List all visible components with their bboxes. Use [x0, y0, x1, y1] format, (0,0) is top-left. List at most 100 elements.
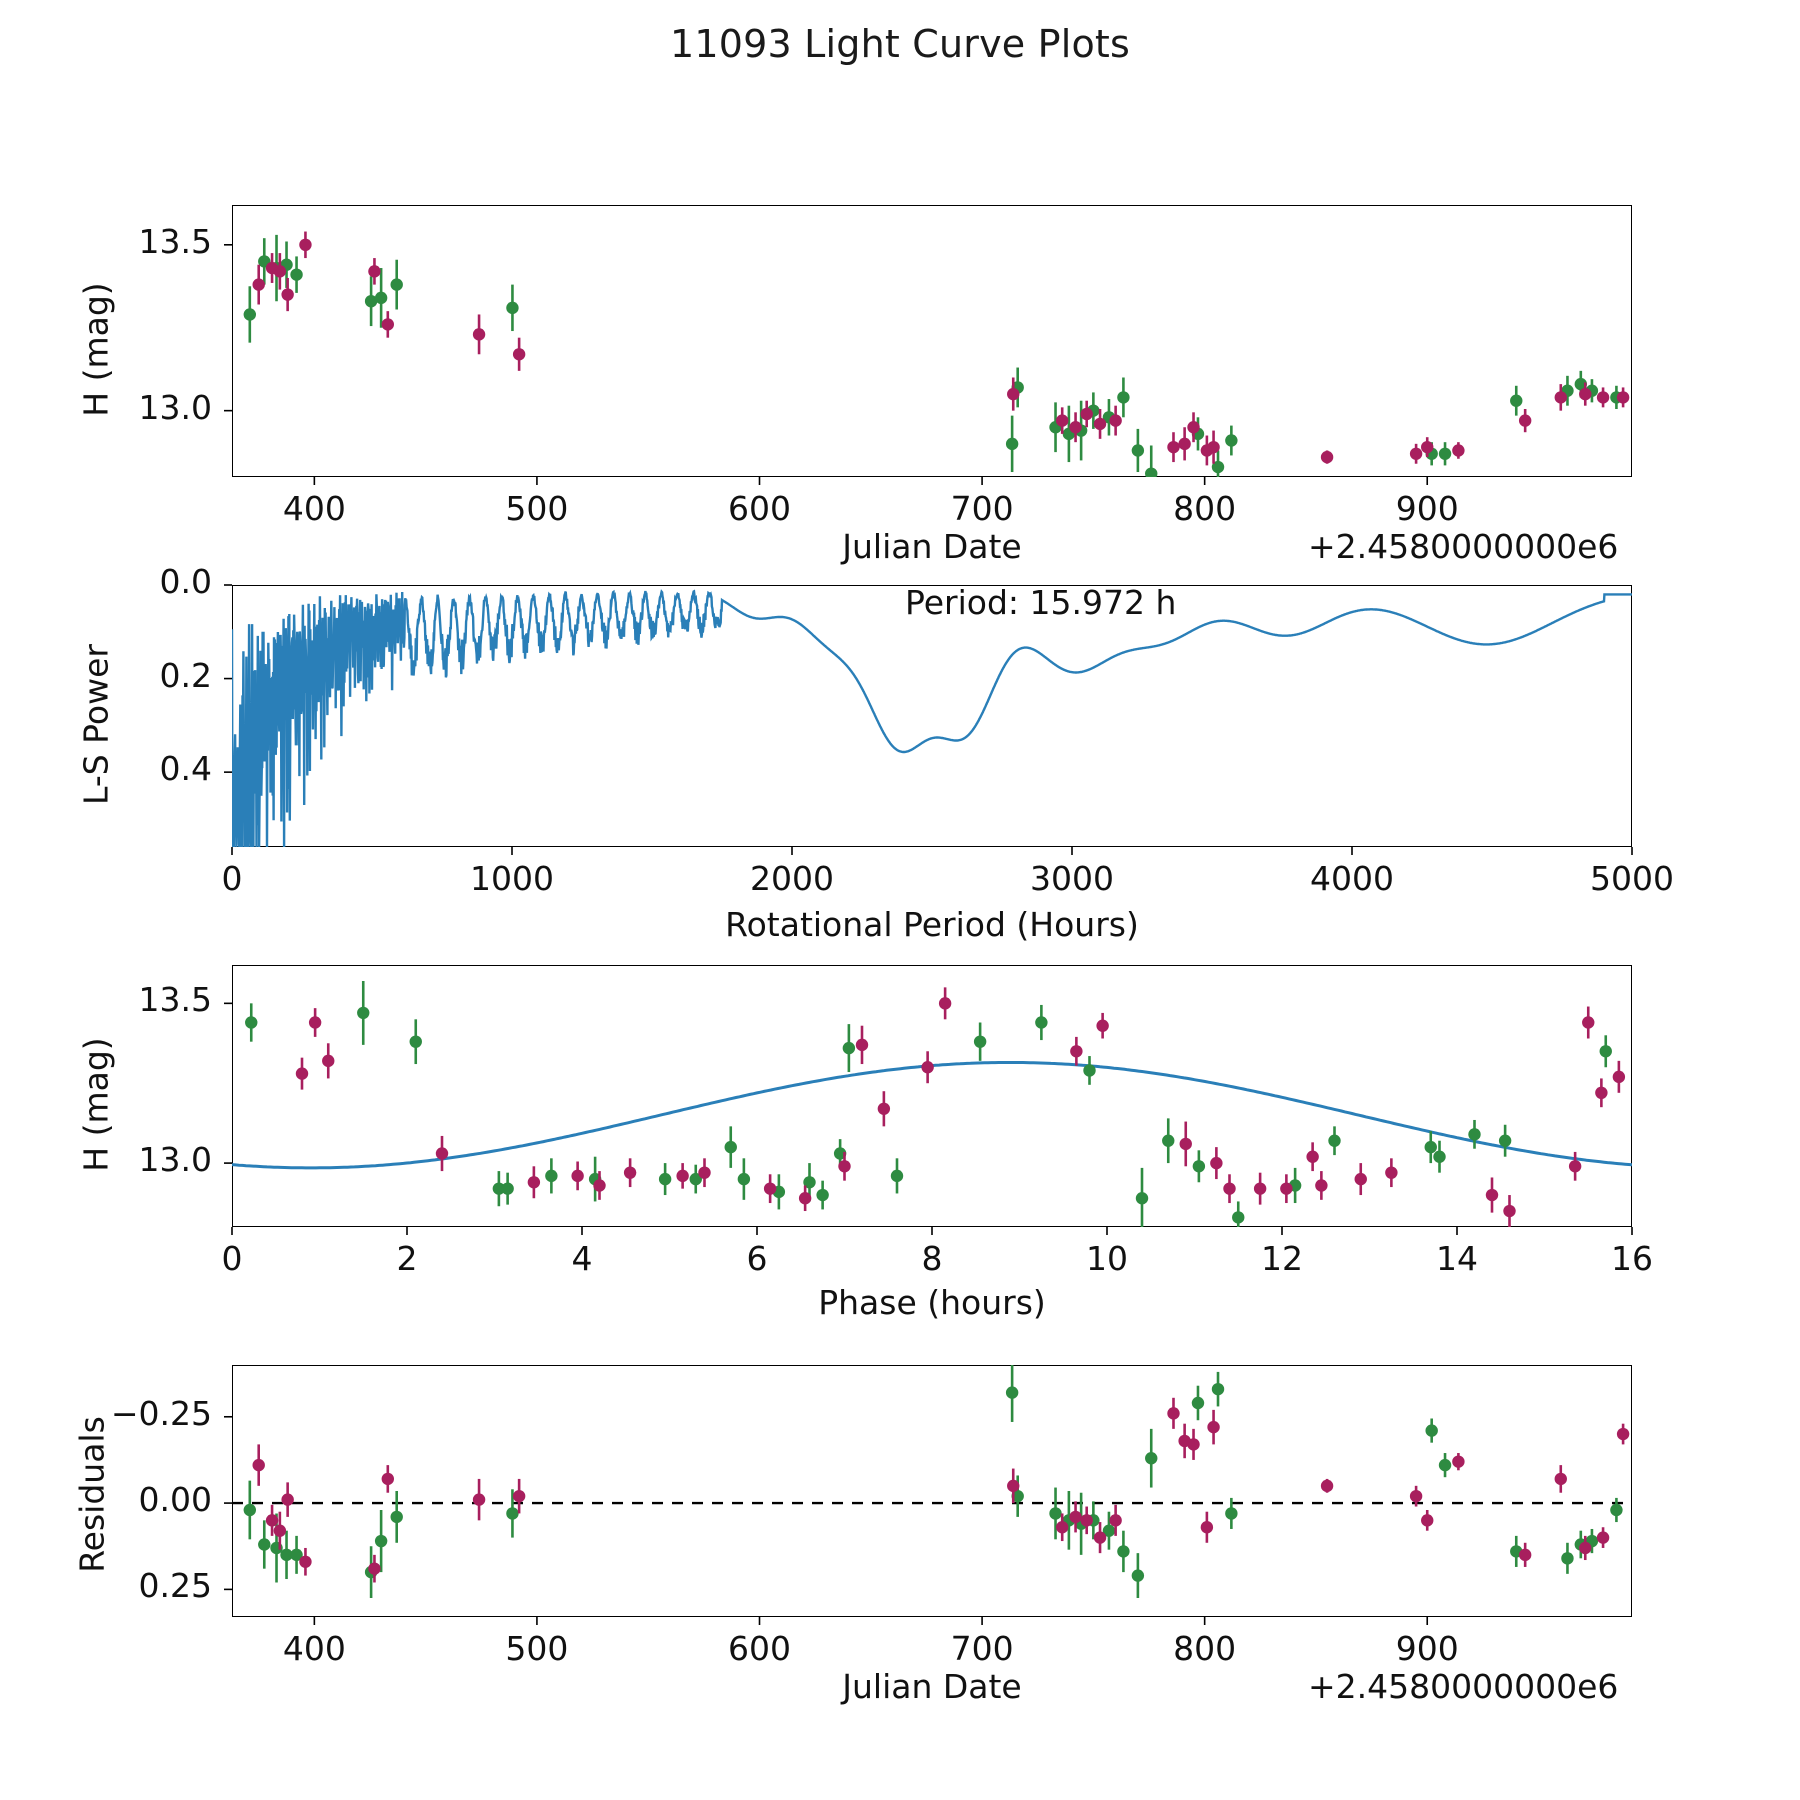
data-point: [1187, 1438, 1200, 1451]
data-point: [1069, 1510, 1082, 1524]
data-point: [803, 1176, 816, 1189]
x-tick-label: 1000: [470, 859, 554, 898]
data-point: [273, 265, 287, 278]
data-point: [381, 1472, 395, 1486]
y-tick-label: 0.2: [159, 655, 212, 695]
data-point: [1207, 1420, 1220, 1434]
data-point: [1083, 1064, 1096, 1077]
data-point: [1306, 1150, 1319, 1163]
x-tick-label: 2000: [750, 859, 834, 898]
data-point: [299, 238, 312, 252]
plot-area-phase-folded: [232, 965, 1632, 1227]
data-point: [1179, 1137, 1192, 1151]
light-curve-canvas: [224, 231, 1630, 485]
data-point: [1109, 414, 1122, 427]
data-point: [512, 1489, 526, 1503]
data-point: [1561, 1552, 1574, 1565]
data-point: [492, 1182, 506, 1195]
data-point: [1425, 1424, 1438, 1437]
x-tick-label: 900: [1395, 489, 1459, 528]
data-point: [1574, 377, 1588, 391]
axis-label-y-periodogram: L-S Power: [76, 644, 116, 805]
data-point: [1093, 1531, 1107, 1544]
data-point: [1167, 440, 1180, 454]
data-point: [763, 1182, 777, 1195]
x-tick-label: 700: [950, 1629, 1014, 1668]
data-point: [1187, 421, 1200, 434]
data-point: [855, 1038, 869, 1052]
x-tick-label: 10: [1086, 1239, 1128, 1278]
x-tick-label: 400: [282, 1629, 346, 1668]
panel-light-curve: H (mag) Julian Date +2.4580000000e6 400 5…: [0, 0, 1800, 566]
data-point: [1253, 1182, 1267, 1195]
figure-title: 11093 Light Curve Plots: [669, 22, 1131, 66]
data-point: [1595, 1086, 1608, 1100]
data-point: [1117, 1545, 1130, 1558]
data-point: [1503, 1204, 1516, 1218]
data-point: [1192, 1160, 1206, 1173]
data-point: [1145, 1452, 1158, 1465]
data-point: [527, 1176, 541, 1189]
data-point: [1225, 434, 1238, 447]
data-point: [676, 1169, 689, 1183]
data-point: [1485, 1188, 1499, 1202]
data-point: [1452, 444, 1465, 457]
data-point: [1191, 1396, 1205, 1410]
axis-offset-light-curve: +2.4580000000e6: [1308, 527, 1619, 566]
data-point: [245, 1016, 258, 1029]
x-tick-label: 6: [746, 1239, 768, 1278]
periodogram-canvas: [224, 584, 1633, 855]
data-point: [243, 308, 257, 321]
data-point: [501, 1182, 514, 1195]
data-point: [1162, 1134, 1175, 1147]
data-point: [1554, 1472, 1567, 1486]
x-tick-label: 8: [921, 1239, 943, 1278]
data-point: [1131, 1569, 1145, 1582]
data-point: [658, 1172, 672, 1186]
data-point: [252, 1458, 265, 1472]
data-point: [281, 288, 294, 301]
data-point: [1035, 1016, 1048, 1029]
y-tick-label: 0.00: [138, 1480, 212, 1520]
data-point: [1117, 391, 1130, 404]
y-tick-label: 0.4: [159, 749, 212, 789]
panel-phase-folded: H (mag) Phase (hours) 0 2 4 6 8 10 12 14 16 13.5 1…: [0, 945, 1800, 1345]
data-point: [1109, 1514, 1122, 1527]
x-tick-label: 900: [1395, 1629, 1459, 1668]
data-point: [1070, 1045, 1083, 1058]
data-point: [1145, 467, 1158, 477]
data-point: [390, 1510, 403, 1524]
x-tick-label: 600: [728, 489, 791, 528]
period-annotation: Period: 15.972 h: [905, 583, 1177, 622]
data-point: [689, 1172, 702, 1186]
data-point: [1011, 1489, 1024, 1503]
y-tick-label: 13.0: [138, 1140, 212, 1180]
axis-offset-residuals: +2.4580000000e6: [1308, 1667, 1619, 1706]
data-point: [1612, 1070, 1626, 1084]
data-point: [1554, 391, 1567, 404]
data-point: [1320, 1479, 1334, 1493]
data-point: [472, 328, 486, 341]
data-point: [506, 1507, 519, 1520]
data-point: [368, 1562, 381, 1575]
panel-residuals: Residuals Julian Date +2.4580000000e6 40…: [0, 1345, 1800, 1800]
data-point: [364, 294, 378, 308]
data-point: [1424, 1140, 1437, 1154]
data-point: [265, 1514, 279, 1527]
data-point: [1200, 1521, 1214, 1534]
periodogram-trace: [232, 589, 1632, 847]
x-tick-label: 600: [728, 1629, 791, 1668]
series-magenta: [295, 987, 1626, 1227]
x-tick-label: 0: [221, 859, 243, 898]
data-point: [571, 1169, 584, 1183]
data-point: [512, 348, 526, 361]
data-point: [1280, 1182, 1293, 1195]
data-point: [877, 1102, 891, 1115]
x-tick-label: 500: [505, 1629, 569, 1668]
y-tick-label: 13.5: [138, 980, 212, 1020]
data-point: [1315, 1179, 1328, 1192]
data-point: [623, 1166, 637, 1179]
data-point: [381, 318, 395, 331]
data-point: [921, 1061, 934, 1074]
data-point: [890, 1169, 904, 1183]
